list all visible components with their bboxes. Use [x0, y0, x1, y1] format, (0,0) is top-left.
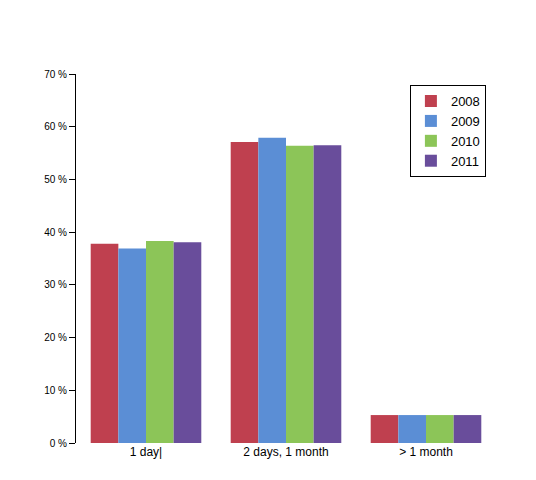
svg-text:2009: 2009 [451, 114, 480, 129]
svg-text:30 %: 30 % [44, 279, 67, 290]
svg-text:50 %: 50 % [44, 174, 67, 185]
svg-text:2011: 2011 [451, 154, 479, 169]
svg-text:60 %: 60 % [44, 121, 67, 132]
svg-text:> 1 month: > 1 month [399, 445, 453, 459]
svg-text:40 %: 40 % [44, 227, 67, 238]
svg-text:2008: 2008 [451, 94, 480, 109]
svg-text:10 %: 10 % [44, 385, 67, 396]
svg-text:1 day|: 1 day| [130, 445, 162, 459]
svg-text:70 %: 70 % [44, 69, 67, 80]
svg-text:2010: 2010 [451, 134, 480, 149]
svg-text:2 days, 1 month: 2 days, 1 month [243, 445, 328, 459]
svg-text:20 %: 20 % [44, 332, 67, 343]
svg-text:0 %: 0 % [50, 438, 67, 449]
